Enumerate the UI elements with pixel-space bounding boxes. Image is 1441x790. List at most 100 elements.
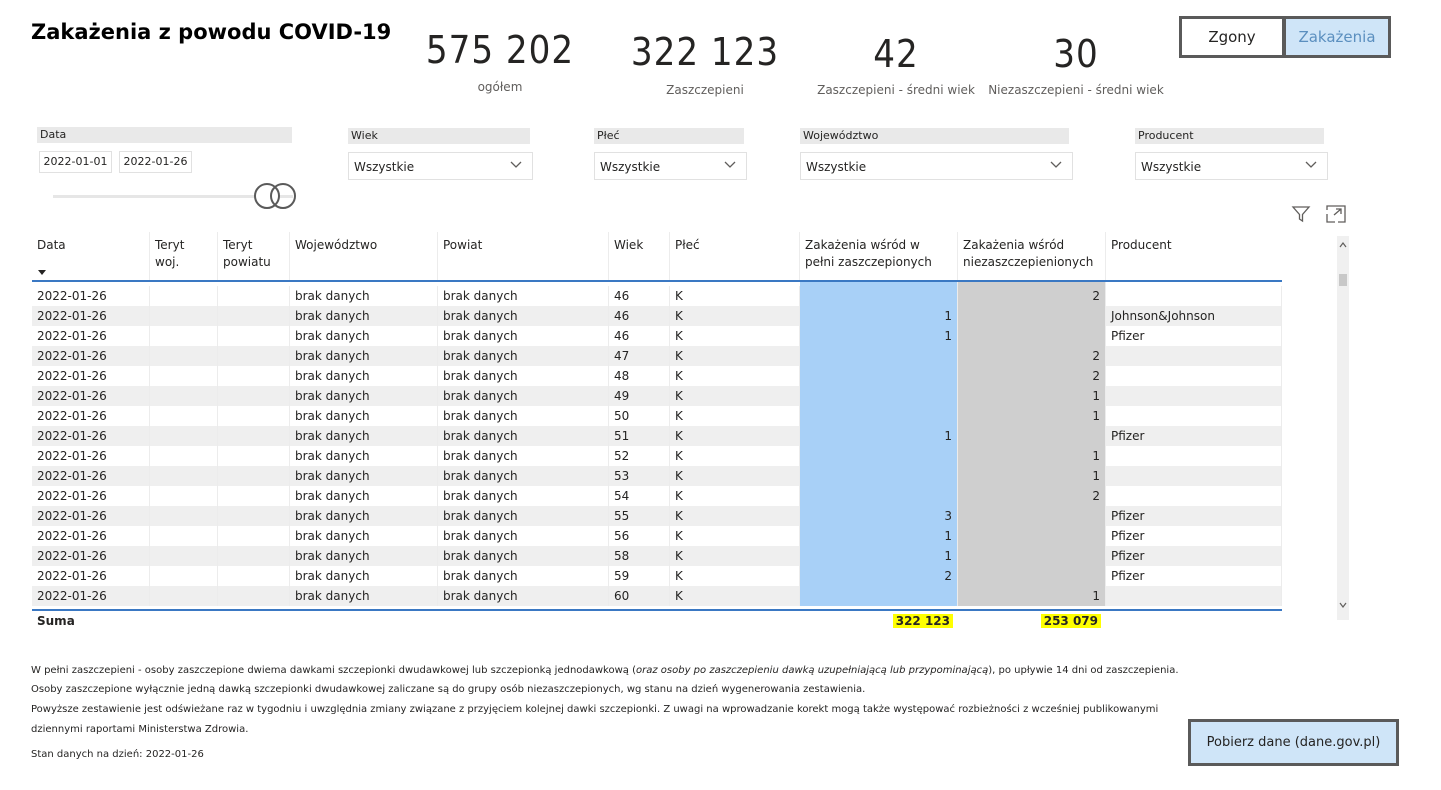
focus-mode-icon[interactable] — [1326, 205, 1346, 223]
table-row[interactable]: 2022-01-26 brak danych brak danych 60 K 1 — [32, 586, 1282, 606]
table-cell-tp — [218, 446, 290, 466]
table-row[interactable]: 2022-01-26 brak danych brak danych 48 K 2 — [32, 366, 1282, 386]
table-cell-plec: K — [670, 386, 800, 406]
table-cell-powiat: brak danych — [438, 526, 609, 546]
total-zaszczepieni: 322 123 — [800, 611, 958, 631]
table-cell-tp — [218, 546, 290, 566]
date-slider-track[interactable] — [53, 195, 293, 198]
column-header-plec[interactable]: Płeć — [670, 232, 800, 280]
table-row[interactable]: 2022-01-26 brak danych brak danych 46 K 1 Pfiz… — [32, 326, 1282, 346]
wiek-dropdown[interactable]: Wszystkie — [348, 152, 533, 180]
table-cell-data: 2022-01-26 — [32, 586, 150, 606]
table-cell-woj: brak danych — [290, 586, 438, 606]
table-row[interactable]: 2022-01-26 brak danych brak danych 51 K 1 Pfiz… — [32, 426, 1282, 446]
column-header-data[interactable]: Data — [32, 232, 150, 280]
date-slider-handle-end[interactable] — [270, 183, 296, 209]
table-row[interactable]: 2022-01-26 brak danych brak danych 52 K 1 — [32, 446, 1282, 466]
table-cell-woj: brak danych — [290, 566, 438, 586]
table-row[interactable]: 2022-01-26 brak danych brak danych 46 K 1 John… — [32, 306, 1282, 326]
column-header-zaszczepieni[interactable]: Zakażenia wśród w pełni zaszczepionych — [800, 232, 958, 280]
table-scrollbar[interactable] — [1337, 236, 1349, 620]
table-cell-powiat: brak danych — [438, 446, 609, 466]
table-cell-woj: brak danych — [290, 426, 438, 446]
table-row[interactable]: 2022-01-26 brak danych brak danych 58 K 1 Pfiz… — [32, 546, 1282, 566]
table-cell-zasz: 1 — [800, 326, 958, 346]
zgony-button[interactable]: Zgony — [1179, 16, 1285, 58]
column-header-niezaszczepieni[interactable]: Zakażenia wśród niezaszczepienionych — [958, 232, 1106, 280]
note-line-1-b: oraz osoby po zaszczepieniu dawką uzupeł… — [636, 665, 989, 676]
table-cell-wiek: 54 — [609, 486, 670, 506]
scroll-down-icon[interactable] — [1339, 602, 1347, 608]
table-cell-zasz — [800, 286, 958, 306]
table-cell-zasz: 2 — [800, 566, 958, 586]
column-header-teryt-powiatu[interactable]: Teryt powiatu — [218, 232, 290, 280]
column-header-producent[interactable]: Producent — [1111, 238, 1172, 252]
column-header-teryt-woj[interactable]: Teryt woj. — [150, 232, 218, 280]
table-row[interactable]: 2022-01-26 brak danych brak danych 46 K 2 — [32, 286, 1282, 306]
kpi-unvaccinated-age-label: Niezaszczepieni - średni wiek — [988, 83, 1164, 97]
table-cell-tp — [218, 406, 290, 426]
download-data-button[interactable]: Pobierz dane (dane.gov.pl) — [1188, 719, 1399, 766]
wojewodztwo-slicer-label: Województwo — [800, 128, 1069, 144]
wojewodztwo-dropdown[interactable]: Wszystkie — [800, 152, 1073, 180]
chevron-down-icon — [1305, 161, 1317, 168]
table-cell-wiek: 51 — [609, 426, 670, 446]
column-header-powiat[interactable]: Powiat — [438, 232, 609, 280]
table-cell-wiek: 46 — [609, 286, 670, 306]
producent-dropdown[interactable]: Wszystkie — [1135, 152, 1328, 180]
column-header-wojewodztwo[interactable]: Województwo — [290, 232, 438, 280]
table-cell-producent: Pfizer — [1106, 546, 1282, 566]
table-cell-woj: brak danych — [290, 466, 438, 486]
table-cell-woj: brak danych — [290, 546, 438, 566]
table-cell-powiat: brak danych — [438, 426, 609, 446]
zakazenia-button[interactable]: Zakażenia — [1283, 16, 1391, 58]
table-row[interactable]: 2022-01-26 brak danych brak danych 54 K 2 — [32, 486, 1282, 506]
table-cell-woj: brak danych — [290, 366, 438, 386]
wiek-dropdown-value: Wszystkie — [354, 160, 415, 174]
table-cell-niezasz: 2 — [958, 286, 1106, 306]
table-cell-plec: K — [670, 286, 800, 306]
scrollbar-thumb[interactable] — [1339, 274, 1347, 286]
table-row[interactable]: 2022-01-26 brak danych brak danych 49 K 1 — [32, 386, 1282, 406]
table-cell-zasz — [800, 466, 958, 486]
table-cell-niezasz: 1 — [958, 466, 1106, 486]
total-label: Suma — [37, 614, 75, 628]
column-header-data-label: Data — [37, 238, 66, 252]
table-row[interactable]: 2022-01-26 brak danych brak danych 55 K 3 Pfiz… — [32, 506, 1282, 526]
table-cell-producent: Pfizer — [1106, 326, 1282, 346]
table-cell-niezasz: 1 — [958, 386, 1106, 406]
table-row[interactable]: 2022-01-26 brak danych brak danych 47 K 2 — [32, 346, 1282, 366]
table-cell-niezasz — [958, 306, 1106, 326]
table-cell-powiat: brak danych — [438, 366, 609, 386]
column-header-wiek[interactable]: Wiek — [609, 232, 670, 280]
table-row[interactable]: 2022-01-26 brak danych brak danych 59 K 2 Pfiz… — [32, 566, 1282, 586]
table-cell-tp — [218, 346, 290, 366]
plec-dropdown[interactable]: Wszystkie — [594, 152, 747, 180]
scroll-up-icon[interactable] — [1339, 242, 1347, 248]
table-cell-woj: brak danych — [290, 526, 438, 546]
total-row: Suma 322 123 253 079 — [32, 611, 1282, 631]
table-cell-data: 2022-01-26 — [32, 406, 150, 426]
table-cell-producent — [1106, 366, 1282, 386]
table-cell-plec: K — [670, 526, 800, 546]
table-cell-niezasz: 1 — [958, 406, 1106, 426]
table-cell-powiat: brak danych — [438, 466, 609, 486]
table-cell-powiat: brak danych — [438, 386, 609, 406]
table-cell-tp — [218, 366, 290, 386]
table-row[interactable]: 2022-01-26 brak danych brak danych 50 K 1 — [32, 406, 1282, 426]
total-niezaszczepieni-value: 253 079 — [1040, 614, 1101, 628]
table-cell-powiat: brak danych — [438, 326, 609, 346]
table-cell-plec: K — [670, 326, 800, 346]
header-divider — [32, 280, 1282, 282]
table-cell-producent — [1106, 346, 1282, 366]
table-row[interactable]: 2022-01-26 brak danych brak danych 56 K 1 Pfiz… — [32, 526, 1282, 546]
table-row[interactable]: 2022-01-26 brak danych brak danych 53 K 1 — [32, 466, 1282, 486]
table-cell-niezasz: 2 — [958, 486, 1106, 506]
date-from-input[interactable]: 2022-01-01 — [39, 151, 112, 173]
table-cell-tw — [150, 426, 218, 446]
table-cell-data: 2022-01-26 — [32, 386, 150, 406]
chevron-down-icon — [510, 161, 522, 168]
table-cell-zasz: 1 — [800, 526, 958, 546]
date-to-input[interactable]: 2022-01-26 — [119, 151, 192, 173]
filter-icon[interactable] — [1291, 204, 1311, 224]
